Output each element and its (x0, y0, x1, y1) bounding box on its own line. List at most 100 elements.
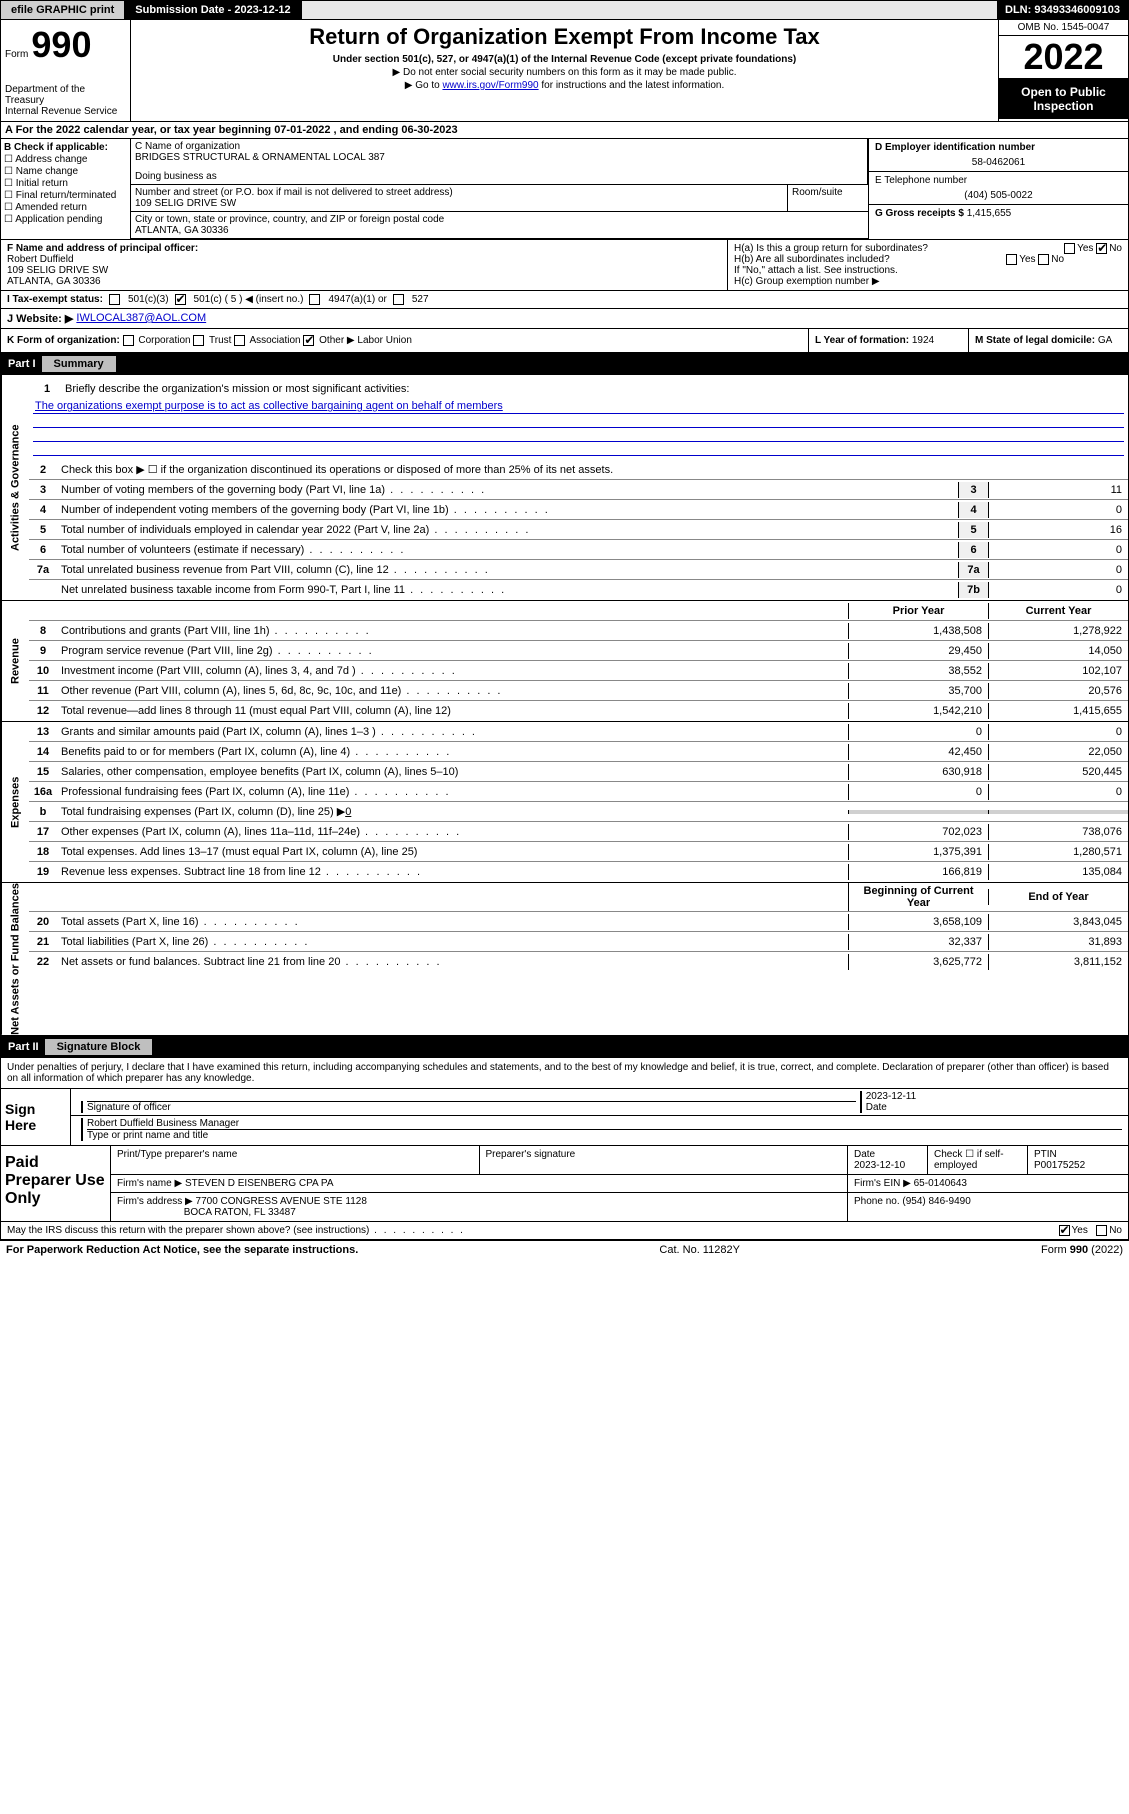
efile-topbar: efile GRAPHIC print Submission Date - 20… (0, 0, 1129, 20)
current-year-hdr: Current Year (988, 603, 1128, 619)
ha-yes-cb[interactable] (1064, 243, 1075, 254)
p18: 1,375,391 (848, 844, 988, 860)
hb-yes-cb[interactable] (1006, 254, 1017, 265)
line20: Total assets (Part X, line 16) (57, 914, 848, 930)
cb-address-change[interactable]: ☐ Address change (4, 154, 127, 165)
val4: 0 (988, 502, 1128, 518)
section-k: K Form of organization: Corporation Trus… (1, 329, 808, 352)
open-public-badge: Open to Public Inspection (999, 79, 1128, 119)
ein-value: 58-0462061 (875, 157, 1122, 168)
line16b: Total fundraising expenses (Part IX, col… (57, 803, 848, 820)
c20: 3,843,045 (988, 914, 1128, 930)
val3: 11 (988, 482, 1128, 498)
form-number-box: Form 990 Department of the Treasury Inte… (1, 20, 131, 121)
city-label: City or town, state or province, country… (135, 214, 864, 225)
irs-link[interactable]: www.irs.gov/Form990 (442, 80, 538, 91)
ssn-note: ▶ Do not enter social security numbers o… (137, 67, 992, 78)
discuss-yes-cb[interactable] (1059, 1225, 1070, 1236)
val7a: 0 (988, 562, 1128, 578)
prior-year-hdr: Prior Year (848, 603, 988, 619)
line7a: Total unrelated business revenue from Pa… (57, 562, 958, 578)
header-right-box: OMB No. 1545-0047 2022 Open to Public In… (998, 20, 1128, 121)
sections-fh: F Name and address of principal officer:… (0, 240, 1129, 291)
cb-527[interactable] (393, 294, 404, 305)
c14: 22,050 (988, 744, 1128, 760)
org-name-label: C Name of organization (135, 141, 863, 152)
tax-year: 2022 (999, 36, 1128, 79)
section-j: J Website: ▶ IWLOCAL387@AOL.COM (0, 309, 1129, 329)
c18: 1,280,571 (988, 844, 1128, 860)
section-b-label: B Check if applicable: (4, 142, 108, 153)
p15: 630,918 (848, 764, 988, 780)
room-suite-label: Room/suite (788, 185, 868, 211)
officer-name: Robert Duffield (7, 254, 74, 265)
line6: Total number of volunteers (estimate if … (57, 542, 958, 558)
cb-amended[interactable]: ☐ Amended return (4, 202, 127, 213)
form-number: 990 (31, 24, 91, 65)
officer-name-title: Robert Duffield Business Manager (87, 1118, 1122, 1129)
form-header: Form 990 Department of the Treasury Inte… (0, 20, 1129, 122)
sign-here-label: Sign Here (1, 1089, 71, 1145)
p21: 32,337 (848, 934, 988, 950)
paid-date: 2023-12-10 (854, 1160, 905, 1171)
submission-date-btn[interactable]: Submission Date - 2023-12-12 (125, 1, 301, 19)
firm-addr1: 7700 CONGRESS AVENUE STE 1128 (196, 1196, 367, 1207)
ptin-value: P00175252 (1034, 1160, 1085, 1171)
sig-officer-label: Signature of officer (87, 1102, 171, 1113)
c17: 738,076 (988, 824, 1128, 840)
declaration-text: Under penalties of perjury, I declare th… (1, 1058, 1128, 1089)
cb-other[interactable] (303, 335, 314, 346)
submission-label: Submission Date - (135, 4, 234, 16)
phone-value: (404) 505-0022 (875, 190, 1122, 201)
cb-assoc[interactable] (234, 335, 245, 346)
mission-blank3 (33, 442, 1124, 456)
cb-app-pending[interactable]: ☐ Application pending (4, 214, 127, 225)
vtab-expenses: Expenses (1, 722, 29, 882)
cb-initial-return[interactable]: ☐ Initial return (4, 178, 127, 189)
expenses-section: Expenses 13Grants and similar amounts pa… (0, 722, 1129, 883)
footer-right: Form 990 (2022) (1041, 1244, 1123, 1256)
irs-label: Internal Revenue Service (5, 106, 126, 117)
activities-governance: Activities & Governance 1Briefly describ… (0, 375, 1129, 601)
cb-trust[interactable] (193, 335, 204, 346)
line10: Investment income (Part VIII, column (A)… (57, 663, 848, 679)
section-h: H(a) Is this a group return for subordin… (728, 240, 1128, 290)
discuss-question: May the IRS discuss this return with the… (7, 1225, 972, 1236)
line5: Total number of individuals employed in … (57, 522, 958, 538)
p14: 42,450 (848, 744, 988, 760)
line9: Program service revenue (Part VIII, line… (57, 643, 848, 659)
cb-final-return[interactable]: ☐ Final return/terminated (4, 190, 127, 201)
cb-name-change[interactable]: ☐ Name change (4, 166, 127, 177)
cb-corp[interactable] (123, 335, 134, 346)
cb-4947[interactable] (309, 294, 320, 305)
section-b: B Check if applicable: ☐ Address change … (1, 139, 131, 239)
ein-label: D Employer identification number (875, 142, 1035, 153)
c12: 1,415,655 (988, 703, 1128, 719)
self-emp-check[interactable]: Check ☐ if self-employed (928, 1146, 1028, 1174)
hc-label: H(c) Group exemption number ▶ (734, 276, 1122, 287)
c16b (988, 810, 1128, 814)
officer-sig-line (87, 1101, 856, 1102)
sig-date-label: Date (866, 1102, 887, 1113)
ha-no-cb[interactable] (1096, 243, 1107, 254)
addr-label: Number and street (or P.O. box if mail i… (135, 187, 783, 198)
sections-klm: K Form of organization: Corporation Trus… (0, 329, 1129, 353)
line22: Net assets or fund balances. Subtract li… (57, 954, 848, 970)
hb-no-cb[interactable] (1038, 254, 1049, 265)
val6: 0 (988, 542, 1128, 558)
c19: 135,084 (988, 864, 1128, 880)
paid-preparer-block: Paid Preparer Use Only Print/Type prepar… (1, 1145, 1128, 1221)
website-link[interactable]: IWLOCAL387@AOL.COM (76, 312, 206, 325)
c10: 102,107 (988, 663, 1128, 679)
cb-501c3[interactable] (109, 294, 120, 305)
cb-501c[interactable] (175, 294, 186, 305)
discuss-no-cb[interactable] (1096, 1225, 1107, 1236)
type-name-label: Type or print name and title (87, 1130, 208, 1141)
c21: 31,893 (988, 934, 1128, 950)
firm-name: STEVEN D EISENBERG CPA PA (185, 1178, 334, 1189)
c9: 14,050 (988, 643, 1128, 659)
end-year-hdr: End of Year (988, 889, 1128, 905)
c16a: 0 (988, 784, 1128, 800)
efile-graphic-btn[interactable]: efile GRAPHIC print (1, 1, 125, 19)
gross-label: G Gross receipts $ (875, 208, 967, 219)
